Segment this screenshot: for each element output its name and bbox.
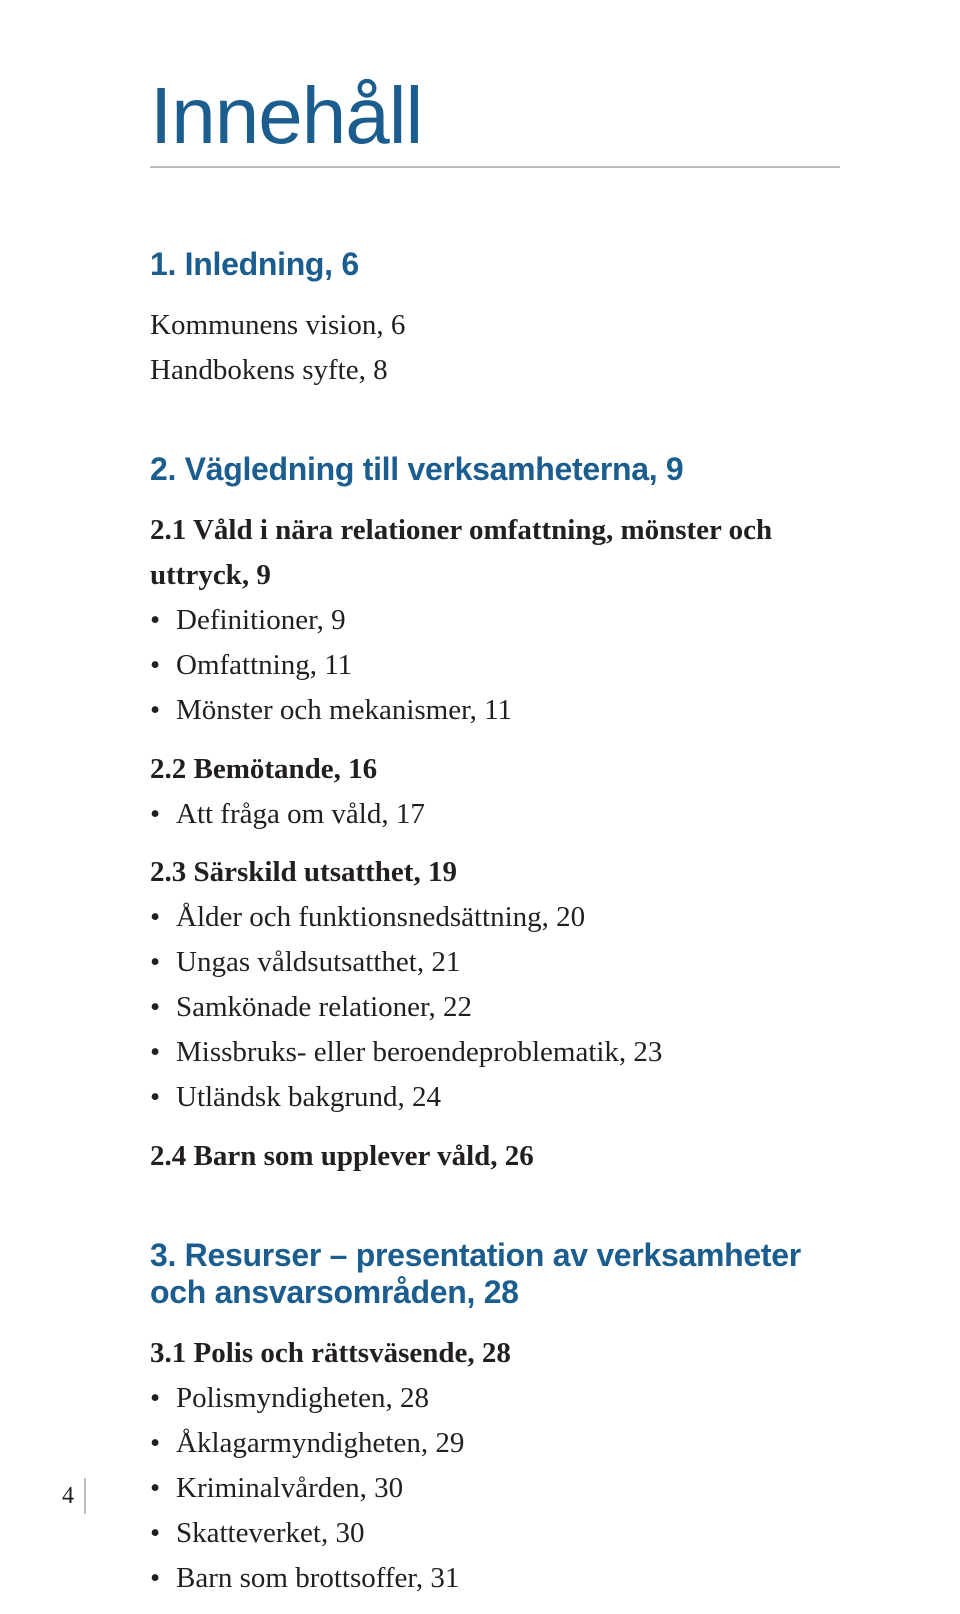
toc-subsection-2-2: 2.2 Bemötande, 16 Att fråga om våld, 17: [150, 747, 840, 837]
toc-bullet: Åklagarmyndigheten, 29: [150, 1421, 840, 1466]
toc-bullet: Omfattning, 11: [150, 643, 840, 688]
title-divider: [150, 166, 840, 168]
toc-subhead: 3.1 Polis och rättsväsende, 28: [150, 1331, 840, 1376]
toc-subsection-2-1: 2.1 Våld i nära relationer omfattning, m…: [150, 508, 840, 733]
chapter-heading: 1. Inledning, 6: [150, 246, 840, 283]
toc-bullet: Skatteverket, 30: [150, 1511, 840, 1556]
toc-bullet: Utländsk bakgrund, 24: [150, 1075, 840, 1120]
toc-section-1: 1. Inledning, 6 Kommunens vision, 6 Hand…: [150, 246, 840, 393]
toc-line: Kommunens vision, 6: [150, 303, 840, 348]
toc-section-2: 2. Vägledning till verksamheterna, 9 2.1…: [150, 451, 840, 1179]
toc-line: Handbokens syfte, 8: [150, 348, 840, 393]
chapter-heading: 3. Resurser – presentation av verksamhet…: [150, 1237, 840, 1311]
page-number-divider: [84, 1478, 86, 1514]
toc-bullet-list: Att fråga om våld, 17: [150, 792, 840, 837]
toc-subhead: 2.1 Våld i nära relationer omfattning, m…: [150, 508, 840, 598]
toc-bullet: Kriminalvården, 30: [150, 1466, 840, 1511]
toc-bullet: Polismyndigheten, 28: [150, 1376, 840, 1421]
toc-section-3: 3. Resurser – presentation av verksamhet…: [150, 1237, 840, 1601]
toc-subhead: 2.2 Bemötande, 16: [150, 747, 840, 792]
chapter-heading: 2. Vägledning till verksamheterna, 9: [150, 451, 840, 488]
toc-subhead: 2.3 Särskild utsatthet, 19: [150, 850, 840, 895]
toc-bullet-list: Ålder och funktionsnedsättning, 20 Ungas…: [150, 895, 840, 1120]
toc-page: Innehåll 1. Inledning, 6 Kommunens visio…: [0, 0, 960, 1614]
toc-bullet: Samkönade relationer, 22: [150, 985, 840, 1030]
toc-bullet: Att fråga om våld, 17: [150, 792, 840, 837]
toc-subsection-2-4: 2.4 Barn som upplever våld, 26: [150, 1134, 840, 1179]
toc-bullet-list: Definitioner, 9 Omfattning, 11 Mönster o…: [150, 598, 840, 733]
toc-subsection-3-1: 3.1 Polis och rättsväsende, 28 Polismynd…: [150, 1331, 840, 1601]
toc-bullet: Ungas våldsutsatthet, 21: [150, 940, 840, 985]
page-title: Innehåll: [150, 70, 840, 162]
toc-bullet-list: Polismyndigheten, 28 Åklagarmyndigheten,…: [150, 1376, 840, 1601]
page-number: 4: [62, 1483, 74, 1510]
toc-subhead: 2.4 Barn som upplever våld, 26: [150, 1134, 840, 1179]
toc-bullet: Ålder och funktionsnedsättning, 20: [150, 895, 840, 940]
toc-subsection-2-3: 2.3 Särskild utsatthet, 19 Ålder och fun…: [150, 850, 840, 1120]
page-number-container: 4: [62, 1478, 86, 1514]
toc-bullet: Barn som brottsoffer, 31: [150, 1556, 840, 1601]
toc-bullet: Definitioner, 9: [150, 598, 840, 643]
toc-bullet: Missbruks- eller beroendeproblematik, 23: [150, 1030, 840, 1075]
toc-bullet: Mönster och mekanismer, 11: [150, 688, 840, 733]
